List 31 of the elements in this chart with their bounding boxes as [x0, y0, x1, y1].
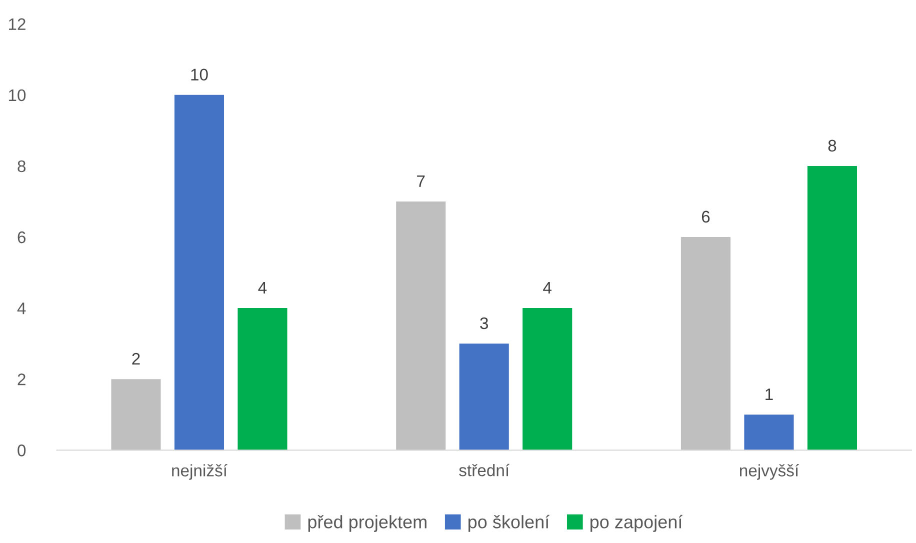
data-label: 3: [480, 317, 488, 330]
y-tick-label: 10: [8, 89, 26, 102]
x-tick-label: nejnižší: [172, 464, 228, 480]
bar: [807, 166, 858, 450]
legend-label: po školení: [468, 514, 550, 532]
x-tick-label: nejvyšší: [740, 464, 800, 480]
y-tick-label: 8: [18, 160, 26, 172]
bar: [522, 308, 572, 450]
legend-label: po zapojení: [590, 514, 683, 532]
data-label: 1: [766, 388, 773, 400]
bar: [174, 94, 224, 450]
y-tick-label: 12: [8, 18, 26, 30]
legend-label: před projektem: [308, 515, 426, 532]
data-label: 4: [543, 282, 552, 294]
bar: [680, 237, 731, 450]
data-label: 10: [191, 68, 208, 81]
y-tick-label: 6: [18, 231, 26, 244]
x-tick-label: střední: [459, 464, 510, 476]
bar: [744, 414, 794, 450]
y-tick-label: 2: [18, 374, 26, 386]
data-label: 4: [258, 282, 267, 294]
bar: [459, 344, 509, 450]
bar: [111, 379, 161, 450]
data-label: 7: [417, 175, 425, 187]
data-label: 6: [702, 210, 710, 223]
bar: [238, 308, 288, 450]
y-tick-label: 0: [18, 444, 26, 456]
data-label: 8: [828, 140, 836, 152]
bar: [396, 202, 446, 450]
y-tick-label: 4: [17, 302, 26, 314]
data-label: 2: [132, 352, 140, 365]
